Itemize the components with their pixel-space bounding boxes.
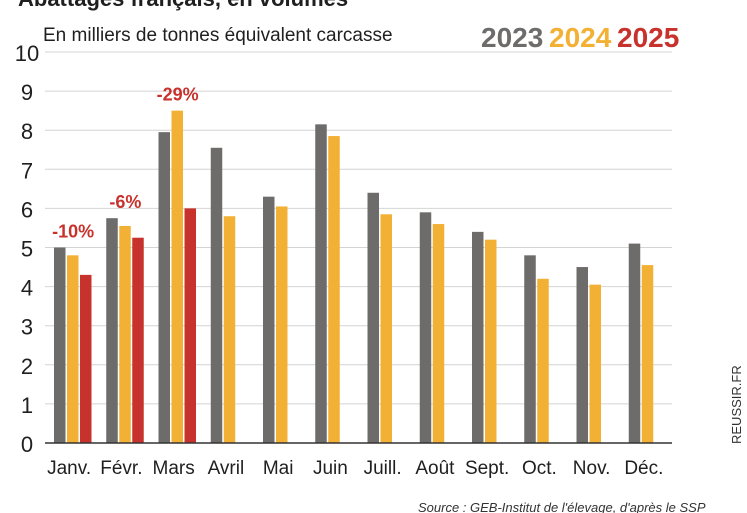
bar-2025-0 [80,274,92,443]
x-tick-label: Juill. [364,458,402,479]
y-tick-label: 5 [21,237,33,262]
y-tick-label: 7 [21,158,33,183]
bar-2024-6 [380,214,392,443]
x-axis-ticks: Janv. Févr. Mars Avril Mai Juin Juill. Août Sept… [47,458,663,479]
bar-2024-11 [641,265,654,443]
legend-2023: 2023 [481,22,543,53]
bar-2023-0 [54,247,66,443]
x-tick-label: Avril [208,458,245,479]
legend: 2023 2024 2025 [481,22,679,53]
x-tick-label: Juin [313,458,348,479]
bar-2024-1 [119,225,131,443]
x-tick-label: Août [415,458,455,479]
bar-2024-0 [67,255,79,443]
bar-2024-7 [432,224,445,443]
annotations: -10% -6% -29% [52,85,199,242]
bar-2024-8 [485,239,497,443]
bar-2024-5 [328,136,340,443]
bar-2023-5 [315,124,327,444]
x-tick-label: Nov. [573,458,611,479]
chart-title: Abattages français, en volumes [18,0,348,11]
y-tick-label: 1 [21,393,33,418]
bar-2023-2 [158,132,170,443]
bar-2023-8 [472,231,484,443]
y-tick-label: 3 [21,315,33,340]
side-credit: REUSSIR.FR [729,365,744,444]
x-tick-label: Févr. [100,458,142,479]
bar-2024-3 [223,216,236,443]
legend-2025: 2025 [617,22,679,53]
y-tick-label: 10 [15,41,39,66]
bar-2023-3 [210,147,223,444]
chart-subtitle: En milliers de tonnes équivalent carcass… [43,25,393,46]
y-tick-label: 6 [21,197,33,222]
legend-2024: 2024 [549,22,612,53]
bar-2023-4 [263,196,275,443]
y-tick-label: 9 [21,80,33,105]
bar-2025-1 [132,237,144,443]
bar-2023-9 [524,255,536,443]
annotation-label: -6% [109,192,141,212]
source-note: Source : GEB-Institut de l'élevage, d'ap… [418,500,706,513]
bars [54,110,654,444]
annotation-label: -29% [157,85,199,105]
bar-2024-4 [276,206,288,443]
bar-2025-2 [184,208,196,443]
x-tick-label: Oct. [522,458,557,479]
bar-2024-10 [589,284,601,443]
x-tick-label: Déc. [624,458,663,479]
bar-2024-2 [171,110,183,444]
y-axis-ticks: 0 1 2 3 4 5 6 7 8 9 10 [15,41,39,457]
annotation-label: -10% [52,222,94,242]
bar-2023-10 [576,267,588,443]
x-tick-label: Mars [153,458,195,479]
bar-2023-1 [106,218,118,443]
x-tick-label: Mai [263,458,294,479]
y-tick-label: 2 [21,354,33,379]
bar-2024-9 [537,278,549,443]
bar-2023-6 [367,192,379,443]
y-tick-label: 8 [21,119,33,144]
bar-2023-11 [628,243,641,443]
bar-2023-7 [419,212,432,443]
x-tick-label: Sept. [465,458,509,479]
y-tick-label: 0 [21,432,33,457]
y-tick-label: 4 [21,276,33,301]
gridlines [45,51,672,405]
x-tick-label: Janv. [47,458,91,479]
